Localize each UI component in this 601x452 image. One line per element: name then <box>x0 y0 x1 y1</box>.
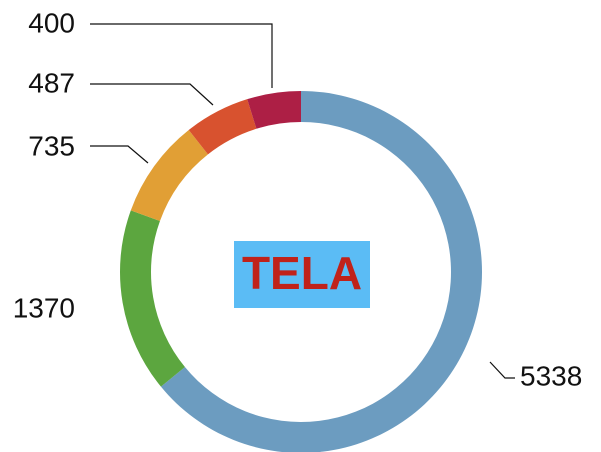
leader-line <box>489 361 515 379</box>
leader-line <box>90 83 214 106</box>
donut-segment <box>160 91 482 452</box>
data-label: 487 <box>28 67 75 98</box>
donut-segment <box>120 210 185 387</box>
center-label: TELA <box>242 247 362 299</box>
leader-line <box>90 145 149 164</box>
data-label: 400 <box>28 7 75 38</box>
donut-segment <box>188 99 257 155</box>
donut-segment <box>247 91 301 129</box>
data-label: 1370 <box>13 292 75 323</box>
donut-segment <box>130 130 208 221</box>
center-label-box <box>234 241 370 308</box>
data-label: 735 <box>28 130 75 161</box>
leader-line <box>90 23 273 88</box>
data-label: 5338 <box>520 360 582 391</box>
